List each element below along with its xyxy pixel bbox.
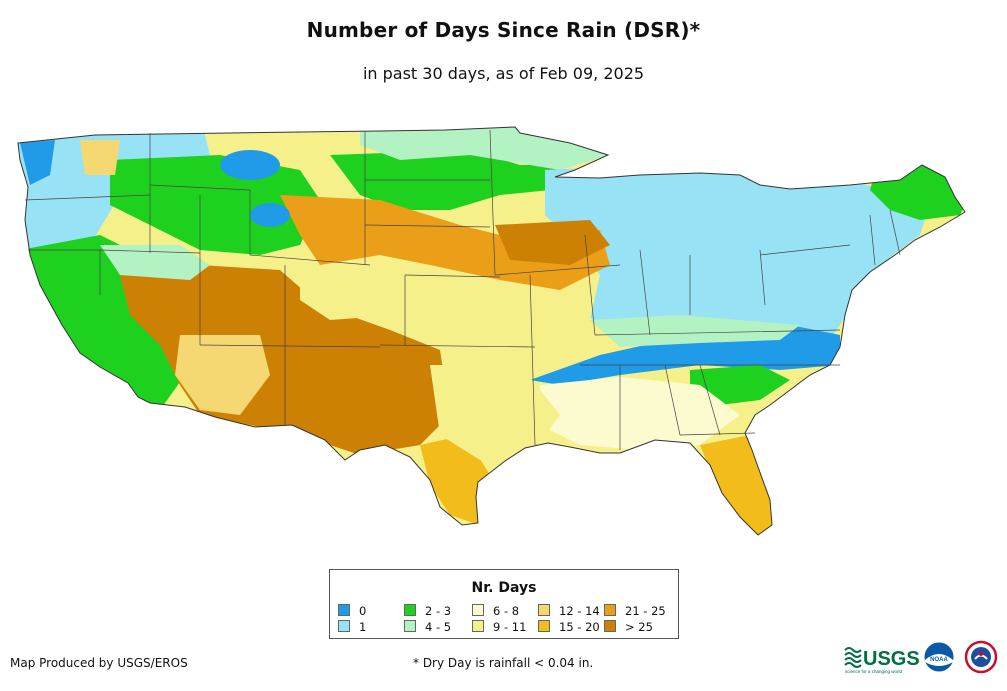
map-credit: Map Produced by USGS/EROS [10, 656, 188, 670]
legend-label-2-3: 2 - 3 [425, 604, 452, 618]
dry-day-footnote: * Dry Day is rainfall < 0.04 in. [413, 656, 594, 670]
zone-12-14-oregon [80, 140, 120, 175]
zone-6-8-south [540, 377, 740, 450]
legend-item-0: 0 [338, 604, 366, 618]
agency-logos: USGS science for a changing world NOAA [844, 640, 998, 674]
usgs-wordmark: USGS [863, 648, 920, 670]
legend-label-15-20: 15 - 20 [559, 620, 600, 634]
legend-item-6-8: 6 - 8 [472, 604, 519, 618]
legend-item-2-3: 2 - 3 [404, 604, 451, 618]
noaa-logo: NOAA [923, 641, 955, 673]
zone-15-20-florida [700, 435, 775, 535]
legend-swatch-21-25 [604, 604, 616, 616]
legend-label-12-14: 12 - 14 [559, 604, 600, 618]
zone-21-25-midwest [495, 220, 610, 265]
zone-2-3-southeast [690, 365, 790, 405]
map-subtitle: in past 30 days, as of Feb 09, 2025 [362, 64, 645, 83]
legend-item-1: 1 [338, 620, 366, 634]
legend-title: Nr. Days [471, 580, 537, 596]
usgs-tagline: science for a changing world [845, 669, 903, 674]
legend-swatch-15-20 [538, 620, 550, 632]
legend-label-0: 0 [359, 604, 367, 618]
zone-0-day-montana [220, 150, 280, 180]
legend-item-4-5: 4 - 5 [404, 620, 451, 634]
zone-9-11-texas [430, 365, 560, 460]
dsr-zones [18, 127, 965, 535]
legend-item-15-20: 15 - 20 [538, 620, 600, 634]
legend-label-6-8: 6 - 8 [493, 604, 520, 618]
nws-logo [964, 640, 998, 674]
us-outline [17, 126, 966, 536]
legend-swatch-1 [338, 620, 350, 632]
zone-0-day-wyoming [250, 203, 290, 227]
legend-item-over-25: > 25 [604, 620, 653, 634]
legend-item-9-11: 9 - 11 [472, 620, 526, 634]
legend-swatch-9-11 [472, 620, 484, 632]
zone-21-25-central [280, 195, 610, 290]
legend-swatch-12-14 [538, 604, 550, 616]
zone-12-14-arizona [175, 335, 270, 415]
zone-9-11-central [300, 265, 600, 355]
legend-swatch-0 [338, 604, 350, 616]
legend-label-over-25: > 25 [625, 620, 653, 634]
usgs-logo: USGS science for a changing world [844, 647, 920, 674]
legend-swatch-2-3 [404, 604, 416, 616]
zone-4-5-great-basin [100, 245, 210, 280]
legend: Nr. Days 0 1 2 - 3 4 - 5 6 - 8 9 - 11 12… [329, 569, 679, 639]
legend-item-12-14: 12 - 14 [538, 604, 600, 618]
legend-swatch-over-25 [604, 620, 616, 632]
legend-swatch-4-5 [404, 620, 416, 632]
legend-label-9-11: 9 - 11 [493, 620, 527, 634]
legend-label-4-5: 4 - 5 [425, 620, 452, 634]
zone-1-day-northeast [545, 165, 930, 340]
legend-label-21-25: 21 - 25 [625, 604, 666, 618]
zone-2-3-rockies [110, 155, 320, 255]
state-boundaries [24, 129, 901, 450]
legend-swatch-6-8 [472, 604, 484, 616]
zone-15-20-texas-coast [420, 435, 490, 525]
noaa-wordmark: NOAA [930, 657, 948, 663]
us-dsr-map [17, 126, 966, 536]
legend-label-1: 1 [359, 620, 367, 634]
zone-0-day-pacific [20, 140, 55, 185]
map-title: Number of Days Since Rain (DSR)* [306, 18, 701, 42]
legend-item-21-25: 21 - 25 [604, 604, 666, 618]
zone-4-5-ohio-valley [590, 315, 800, 347]
